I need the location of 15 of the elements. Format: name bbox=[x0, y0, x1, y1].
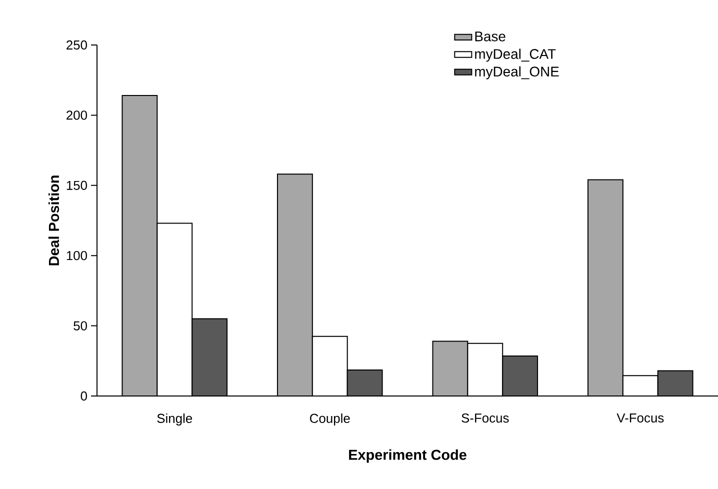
x-tick-label: S-Focus bbox=[462, 413, 509, 423]
y-tick-label: 100 bbox=[66, 251, 87, 260]
x-tick-label: Couple bbox=[310, 413, 350, 426]
y-axis-title: Deal Position bbox=[48, 176, 60, 266]
x-tick-label: V-Focus bbox=[616, 413, 664, 423]
y-tick-label: 0 bbox=[80, 391, 87, 401]
legend-label: myDeal_ONE bbox=[475, 66, 559, 80]
y-tick-label: 50 bbox=[74, 321, 87, 330]
x-tick-label: Single bbox=[157, 413, 192, 426]
y-tick-label: 150 bbox=[66, 180, 87, 190]
legend-label: Base bbox=[475, 32, 506, 42]
y-tick-label: 200 bbox=[66, 110, 87, 120]
x-axis-title: Experiment Code bbox=[349, 449, 466, 463]
y-tick-label: 250 bbox=[66, 40, 87, 50]
legend-label: myDeal_CAT bbox=[475, 48, 556, 62]
